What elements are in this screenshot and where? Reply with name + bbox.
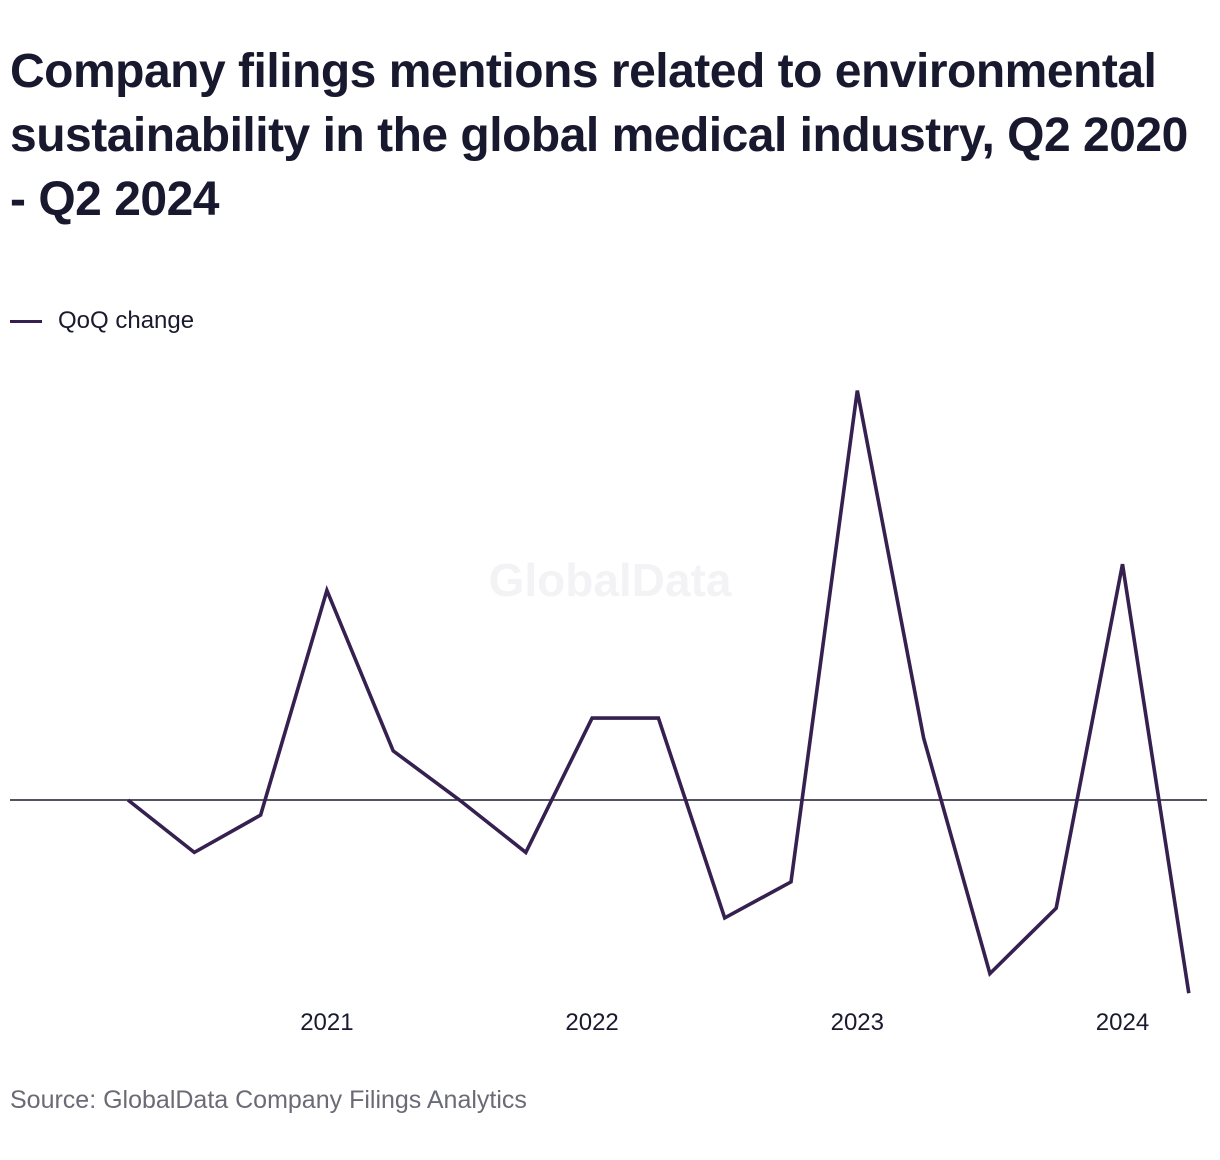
watermark: GlobalData [489,554,732,606]
line-chart: GlobalData 2021 2022 2023 2024 [10,390,1207,1036]
series-points [127,390,1189,994]
x-tick-label-2023: 2023 [831,1009,884,1036]
legend: QoQ change [10,306,194,336]
series-line-qoq-change [126,390,1191,994]
x-tick-label-2021: 2021 [300,1009,353,1036]
legend-label: QoQ change [58,307,195,334]
x-tick-label-2024: 2024 [1096,1009,1149,1036]
source-note: Source: GlobalData Company Filings Analy… [10,1086,527,1114]
legend-swatch [10,319,42,323]
x-axis-ticks: 2021 2022 2023 2024 [300,1009,1149,1036]
chart-title: Company filings mentions related to envi… [10,45,1188,226]
x-tick-label-2022: 2022 [565,1009,618,1036]
